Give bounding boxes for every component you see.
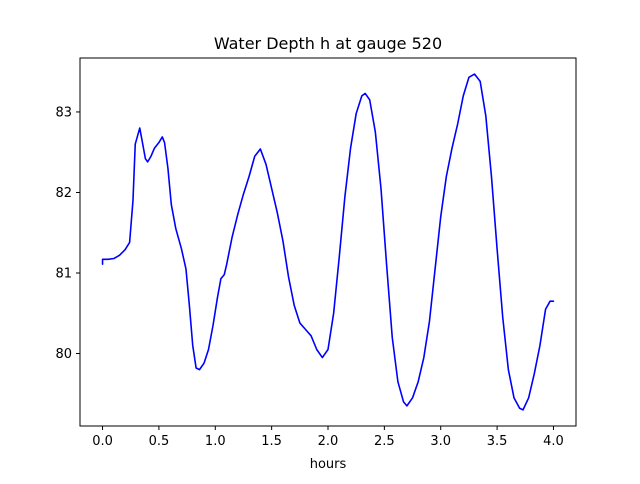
y-tick-label: 82	[55, 186, 72, 201]
x-tick-label: 1.0	[205, 434, 226, 449]
x-axis: 0.0 0.5 1.0 1.5 2.0 2.5 3.0 3.5 4.0	[92, 426, 564, 449]
y-axis: 80 81 82 83	[55, 105, 80, 362]
plot-layer	[101, 73, 555, 411]
y-tick-label: 80	[55, 347, 72, 362]
series-line-0	[101, 73, 555, 411]
x-tick-label: 0.0	[92, 434, 113, 449]
x-tick-label: 1.5	[261, 434, 282, 449]
x-tick-label: 0.5	[149, 434, 170, 449]
y-tick-label: 83	[55, 105, 72, 120]
x-tick-label: 3.0	[430, 434, 451, 449]
x-axis-label: hours	[310, 457, 347, 472]
chart-title: Water Depth h at gauge 520	[214, 34, 442, 53]
x-tick-label: 4.0	[543, 434, 564, 449]
y-tick-label: 81	[55, 267, 72, 282]
x-tick-label: 2.5	[374, 434, 395, 449]
x-tick-label: 2.0	[318, 434, 339, 449]
x-tick-label: 3.5	[487, 434, 508, 449]
